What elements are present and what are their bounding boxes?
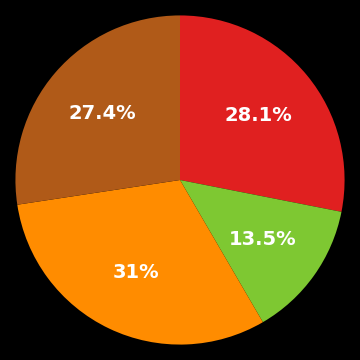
Wedge shape bbox=[17, 180, 263, 345]
Text: 28.1%: 28.1% bbox=[225, 106, 293, 125]
Text: 31%: 31% bbox=[113, 262, 159, 282]
Text: 27.4%: 27.4% bbox=[69, 104, 136, 123]
Wedge shape bbox=[180, 15, 345, 212]
Text: 13.5%: 13.5% bbox=[229, 230, 297, 249]
Wedge shape bbox=[15, 15, 180, 205]
Wedge shape bbox=[180, 180, 341, 322]
